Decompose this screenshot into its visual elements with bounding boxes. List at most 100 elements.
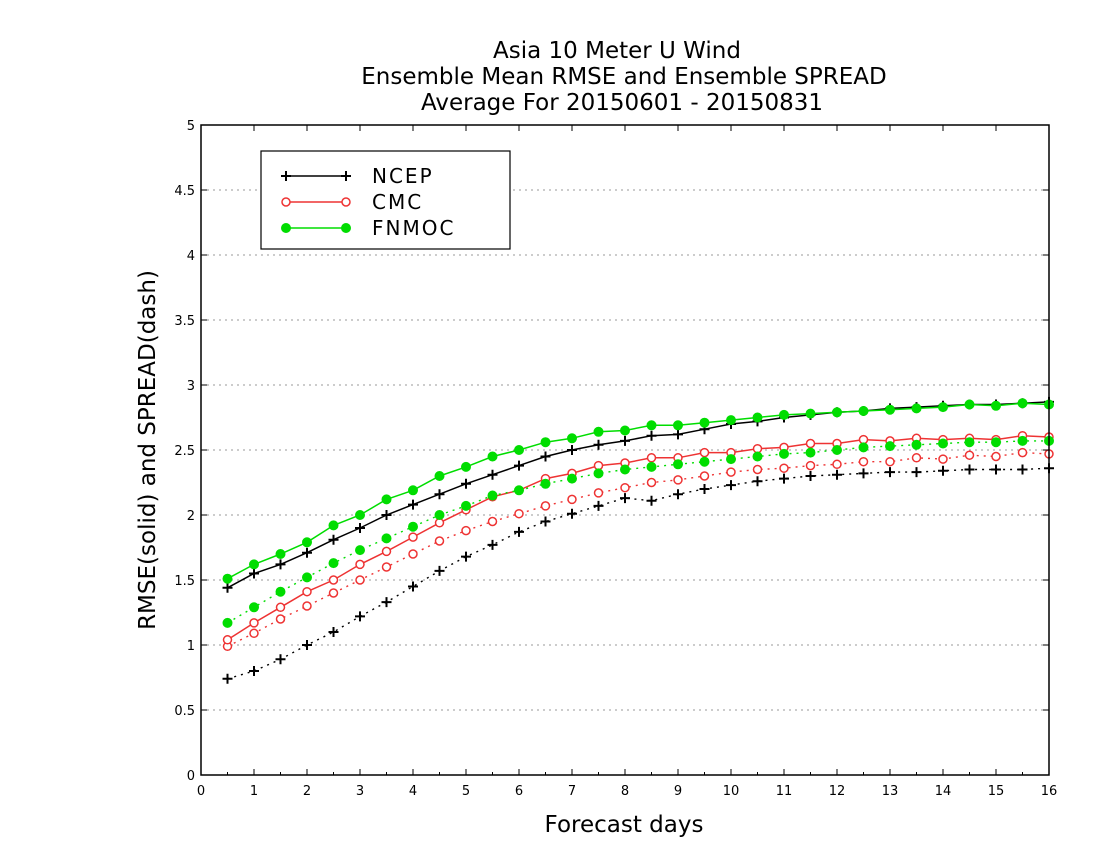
ncep-spread-point: [408, 581, 418, 592]
ncep-spread-point: [434, 565, 445, 576]
fnmoc-spread-point: [805, 447, 816, 458]
ncep-rmse-point: [355, 523, 365, 533]
fnmoc-rmse-point: [593, 426, 604, 437]
fnmoc-spread-point: [593, 468, 604, 479]
ncep-spread-point: [275, 654, 286, 665]
fnmoc-spread-point: [249, 602, 259, 613]
y-tick-label: 0: [187, 769, 195, 784]
fnmoc-rmse-point: [726, 415, 736, 426]
series-lines: [222, 396, 1054, 684]
legend-label: FNMOC: [372, 216, 455, 240]
fnmoc-rmse-point: [911, 403, 922, 414]
ncep-spread-point: [328, 627, 339, 637]
fnmoc-spread-point: [302, 572, 312, 583]
cmc-rmse-point: [249, 618, 259, 628]
ncep-rmse-point: [249, 568, 259, 579]
fnmoc-rmse-point: [249, 559, 259, 570]
x-axis-title: Forecast days: [545, 812, 704, 838]
ncep-spread-point: [699, 484, 710, 494]
fnmoc-rmse-point: [805, 408, 816, 419]
cmc-spread-point: [752, 464, 763, 475]
ncep-spread-point: [938, 465, 948, 476]
chart-title-line-3: Average For 20150601 - 20150831: [421, 90, 823, 116]
cmc-spread-point: [858, 456, 869, 467]
legend-item-ncep: NCEP: [281, 164, 432, 188]
x-tick-label: 4: [409, 784, 417, 799]
fnmoc-spread-point: [991, 437, 1001, 448]
fnmoc-rmse-point: [699, 417, 710, 428]
cmc-rmse-point: [408, 532, 418, 542]
x-tick-label: 15: [988, 784, 1005, 799]
y-tick-label: 4: [187, 249, 195, 264]
chart-title-line-1: Asia 10 Meter U Wind: [493, 38, 741, 64]
x-tick-label: 10: [723, 784, 740, 799]
ncep-rmse-point: [408, 499, 418, 510]
chart-title-line-2: Ensemble Mean RMSE and Ensemble SPREAD: [361, 64, 886, 90]
ncep-rmse-point: [302, 547, 312, 558]
x-tick-label: 16: [1041, 784, 1058, 799]
ncep-rmse-point: [514, 460, 524, 471]
series-ncep: [222, 396, 1054, 684]
x-tick-label: 1: [250, 784, 258, 799]
fnmoc-spread-point: [408, 521, 418, 532]
y-axis-title: RMSE(solid) and SPREAD(dash): [135, 270, 161, 630]
x-tick-label: 14: [935, 784, 952, 799]
fnmoc-spread-point: [461, 500, 471, 511]
fnmoc-rmse-point: [434, 471, 445, 481]
ncep-rmse-point: [487, 469, 498, 480]
fnmoc-rmse-point: [885, 404, 895, 415]
y-tick-label: 0.5: [174, 704, 195, 719]
ncep-spread-point: [249, 666, 259, 676]
ncep-spread-point: [673, 489, 683, 500]
cmc-rmse-point: [222, 635, 233, 645]
cmc-spread-point: [805, 460, 816, 471]
cmc-spread-point: [302, 601, 312, 611]
x-tick-label: 9: [674, 784, 682, 799]
ncep-rmse-point: [593, 439, 604, 450]
ncep-spread-point: [593, 500, 604, 511]
cmc-spread-point: [646, 477, 657, 488]
fnmoc-rmse-point: [461, 461, 471, 472]
y-tick-label: 3: [187, 379, 195, 394]
x-tick-label: 3: [356, 784, 364, 799]
legend-marker: [341, 197, 351, 207]
fnmoc-rmse-point: [938, 402, 948, 413]
ncep-spread-point: [779, 473, 789, 484]
x-axis-ticks: 0 1 2 3 4 5 6 7 8 9 10 11 12 13 14 15 16: [197, 125, 1057, 799]
cmc-spread-point: [249, 628, 259, 639]
fnmoc-spread-point: [328, 558, 339, 569]
cmc-spread-point: [593, 488, 604, 498]
fnmoc-rmse-point: [752, 412, 763, 423]
fnmoc-spread-point: [752, 451, 763, 462]
x-tick-label: 8: [621, 784, 629, 799]
cmc-spread-point: [355, 575, 365, 585]
fnmoc-spread-point: [514, 485, 524, 496]
fnmoc-spread-point: [938, 438, 948, 449]
fnmoc-rmse-point: [328, 520, 339, 531]
ncep-spread-point: [991, 464, 1001, 475]
fnmoc-rmse-point: [381, 494, 392, 505]
fnmoc-rmse-point: [514, 445, 524, 455]
cmc-spread-point: [938, 454, 948, 464]
fnmoc-rmse-point: [487, 451, 498, 462]
ncep-spread-point: [832, 469, 842, 480]
ncep-spread-point: [726, 480, 736, 491]
fnmoc-rmse-point: [620, 425, 630, 436]
fnmoc-rmse-point: [646, 420, 657, 431]
ncep-rmse-point: [222, 582, 233, 593]
cmc-spread-point: [779, 463, 789, 473]
y-axis-ticks: 0 0.5 1 1.5 2 2.5 3 3.5 4 4.5 5: [174, 119, 1049, 784]
cmc-spread-point: [1017, 447, 1028, 458]
cmc-spread-point: [514, 508, 524, 519]
cmc-spread-point: [620, 482, 630, 493]
fnmoc-rmse-line: [227, 402, 1050, 580]
x-tick-label: 0: [197, 784, 205, 799]
legend-box: [260, 150, 511, 250]
legend-marker: [281, 197, 291, 207]
ncep-spread-line: [227, 467, 1050, 680]
ncep-spread-point: [487, 539, 498, 550]
ncep-rmse-point: [328, 534, 339, 545]
cmc-rmse-point: [302, 586, 312, 597]
fnmoc-rmse-point: [673, 420, 683, 431]
